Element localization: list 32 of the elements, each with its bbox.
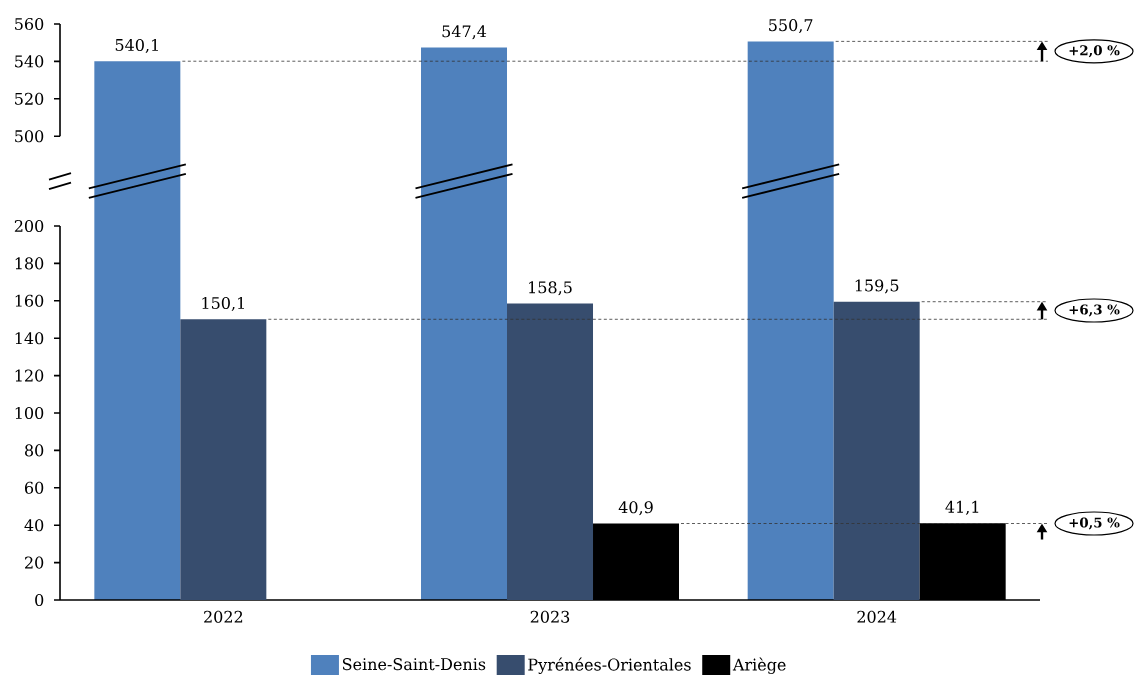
data-label: 540,1 — [115, 38, 158, 53]
y-tick-label: 520 — [15, 92, 44, 105]
y-tick-label: 0 — [35, 593, 44, 607]
y-tick-label: 140 — [15, 332, 44, 345]
data-label: 159,5 — [855, 279, 899, 294]
x-tick-label: 2023 — [530, 610, 570, 623]
x-tick-label: 2024 — [857, 610, 897, 623]
data-label: 158,5 — [529, 281, 572, 296]
y-tick-label: 120 — [15, 369, 44, 382]
data-label: 40,9 — [618, 501, 653, 516]
y-tick-label: 100 — [15, 406, 44, 420]
data-label: 547,4 — [442, 25, 487, 40]
text: +0,5 % — [1069, 517, 1120, 530]
y-tick-label: 500 — [15, 130, 44, 143]
y-tick-label: 40 — [24, 519, 44, 532]
text: +6,3 % — [1069, 304, 1120, 317]
x-tick-label: 2022 — [204, 610, 243, 623]
y-tick-label: 180 — [15, 257, 44, 270]
legend-label: Seine-Saint-Denis — [342, 658, 486, 671]
y-tick-label: 60 — [25, 481, 44, 494]
y-tick-label: 200 — [14, 219, 44, 233]
data-label: 150,1 — [202, 296, 244, 312]
data-label: 550,7 — [769, 19, 813, 34]
y-tick-label: 160 — [15, 294, 44, 307]
legend-label: Ariège — [732, 657, 786, 674]
legend-label: Pyrénées-Orientales — [528, 657, 691, 674]
text: +2,0 % — [1069, 45, 1120, 58]
data-label: 41,1 — [945, 500, 979, 515]
y-tick-label: 20 — [25, 556, 44, 569]
y-tick-label: 80 — [25, 444, 44, 457]
y-tick-label: 540 — [15, 55, 44, 68]
y-tick-label: 560 — [15, 17, 44, 31]
